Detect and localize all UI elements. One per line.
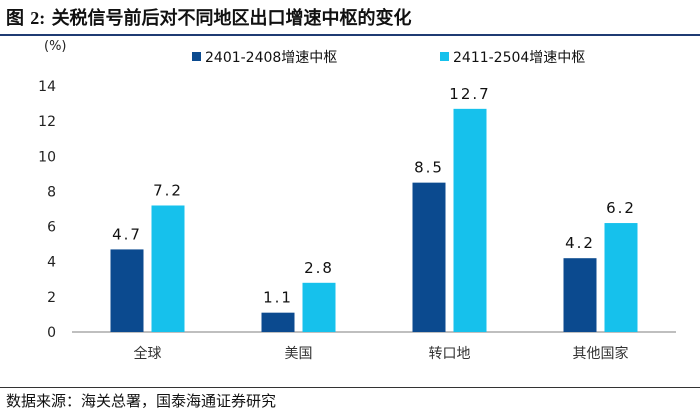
bar [151,205,185,332]
y-tick-label: 14 [38,79,56,95]
bar [412,182,446,332]
data-label: 1.1 [263,289,293,307]
bar [604,223,638,332]
data-label: 4.7 [112,225,142,243]
y-tick-label: 0 [47,325,56,341]
y-tick-label: 12 [38,114,56,130]
title-divider [0,34,700,36]
y-tick-label: 4 [47,255,56,271]
data-label: 7.2 [153,181,183,199]
legend-label: 2401-2408增速中枢 [205,50,337,66]
figure-title-text: 关税信号前后对不同地区出口增速中枢的变化 [51,8,412,29]
data-label: 12.7 [449,85,490,103]
y-tick-label: 2 [47,290,56,306]
legend-swatch [440,52,449,61]
x-tick-label: 全球 [134,345,162,362]
footer-divider [0,387,700,388]
bar [453,108,487,332]
bar [302,282,336,332]
y-tick-label: 8 [47,184,56,200]
x-tick-label: 转口地 [429,346,471,362]
figure-label: 图 [6,8,24,29]
y-tick-label: 6 [47,220,56,236]
legend-swatch [192,52,201,61]
y-tick-label: 10 [38,149,56,165]
x-tick-label: 其他国家 [573,345,629,362]
figure-title: 图 2: 关税信号前后对不同地区出口增速中枢的变化 [6,4,412,30]
figure-number: 2: [30,8,46,28]
legend-label: 2411-2504增速中枢 [453,50,585,66]
source-note: 数据来源：海关总署，国泰海通证券研究 [6,392,277,410]
bar [563,258,597,332]
bar [110,249,144,332]
data-label: 6.2 [606,199,636,217]
data-label: 2.8 [304,259,334,277]
bar-chart: (%) 0 2 4 6 8 10 12 14 全球 4.7 7.2 美国 1.1 2.8 转口地 8.5 12.7… [38,39,676,362]
data-label: 8.5 [414,159,444,177]
data-label: 4.2 [565,234,595,252]
x-tick-label: 美国 [285,346,313,362]
bar [261,312,295,332]
y-axis-unit-label: (%) [44,39,67,54]
